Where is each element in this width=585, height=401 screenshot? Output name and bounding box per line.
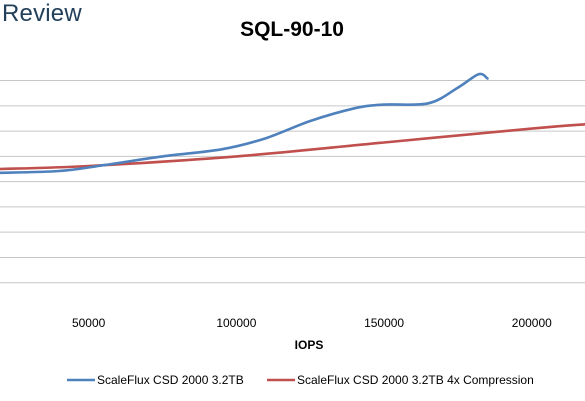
series-lines — [0, 72, 585, 175]
x-axis-label: IOPS — [295, 338, 324, 352]
legend-item-1: ScaleFlux CSD 2000 3.2TB — [67, 373, 244, 387]
x-tick-label: 200000 — [512, 316, 552, 330]
series-line-1 — [0, 72, 489, 175]
x-tick-label: 50000 — [72, 316, 106, 330]
legend: ScaleFlux CSD 2000 3.2TB ScaleFlux CSD 20… — [67, 373, 534, 387]
x-tick-labels: 50000 100000 150000 200000 — [72, 316, 552, 330]
series-line-2 — [0, 123, 585, 171]
x-tick-label: 100000 — [216, 316, 256, 330]
x-tick-label: 150000 — [364, 316, 404, 330]
legend-label: ScaleFlux CSD 2000 3.2TB — [97, 373, 244, 387]
brand-logo: Review — [2, 0, 82, 27]
legend-item-2: ScaleFlux CSD 2000 3.2TB 4x Compression — [267, 373, 534, 387]
gridlines — [0, 80, 585, 284]
chart-title: SQL-90-10 — [240, 18, 344, 41]
legend-label: ScaleFlux CSD 2000 3.2TB 4x Compression — [297, 373, 534, 387]
